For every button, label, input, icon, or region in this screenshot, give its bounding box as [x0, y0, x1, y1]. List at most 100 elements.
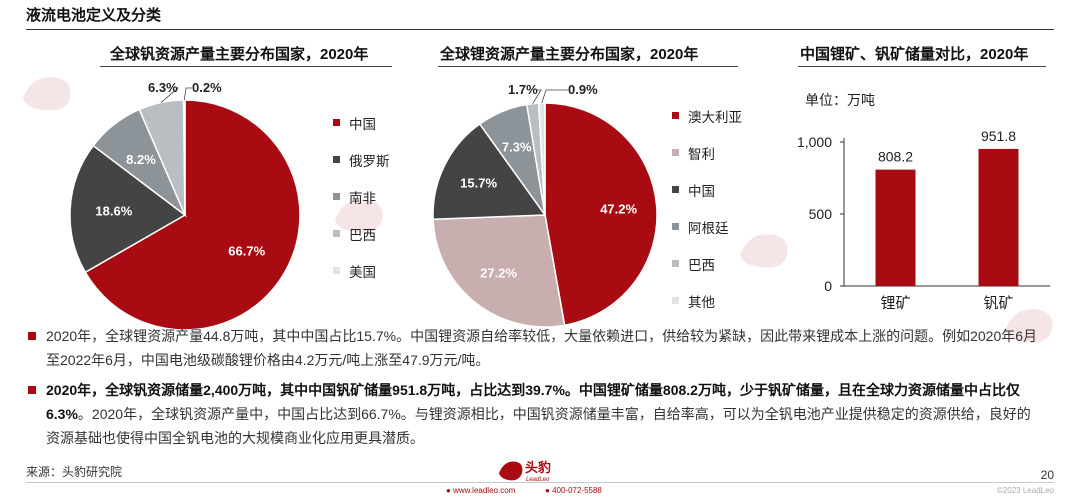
legend-label: 中国	[688, 183, 715, 199]
bar-锂矿	[875, 169, 916, 286]
footer-phone: ● 400-072-5588	[545, 486, 602, 495]
y-tick-label: 1,000	[797, 134, 832, 150]
reserves-bar-title: 中国锂矿、钒矿储量对比，2020年	[800, 46, 1029, 63]
legend-label: 澳大利亚	[688, 109, 742, 125]
category-label: 锂矿	[880, 295, 910, 312]
legend-item-3: 巴西	[333, 215, 390, 252]
slice-label-4: 0.2%	[192, 80, 222, 95]
footer-copyright: ©2023 LeadLeo	[996, 486, 1054, 495]
watermark-logo	[740, 234, 788, 268]
category-label: 钒矿	[983, 295, 1013, 312]
logo-subtext: LeadLeo	[526, 477, 550, 483]
slice-label-3: 6.3%	[148, 80, 178, 95]
footer-website[interactable]: ● www.leadleo.com	[446, 486, 515, 495]
slice-label-0: 66.7%	[228, 244, 265, 259]
watermark-logo	[1005, 309, 1053, 343]
reserves-bar-chart: 0 500 1,000 808.2 锂矿 951.8 钒矿	[797, 128, 1050, 312]
leader-line-3	[160, 87, 180, 103]
page-number: 20	[1040, 468, 1054, 482]
footer-website-text: www.leadleo.com	[453, 486, 516, 495]
bullet-square-icon	[28, 332, 36, 340]
slice-label-5: 0.9%	[568, 82, 598, 97]
legend-label: 阿根廷	[688, 220, 729, 236]
bullet-square-icon	[28, 386, 36, 394]
pie-slice-4	[182, 99, 186, 216]
bar-value-label: 808.2	[878, 149, 913, 165]
legend-label: 中国	[349, 116, 376, 132]
legend-swatch	[672, 149, 679, 156]
vanadium-pie-chart: 66.7% 18.6% 8.2% 6.3% 0.2%	[69, 80, 301, 331]
bar-value-label: 951.8	[981, 128, 1016, 144]
bullet-text-segment: 2020年，全球钒资源储量2,400万吨，其中中国钒矿储量951.8万吨，占比达…	[46, 382, 1020, 422]
legend-item-2: 南非	[333, 178, 390, 215]
legend-label: 其他	[688, 294, 715, 310]
bullet-paragraph-0: 2020年，全球锂资源产量44.8万吨，其中中国占比15.7%。中国锂资源自给率…	[26, 324, 1040, 372]
legend-swatch	[333, 193, 340, 200]
vanadium-pie-title-rule	[100, 66, 392, 67]
legend-item-2: 中国	[672, 171, 742, 208]
legend-label: 俄罗斯	[349, 153, 390, 169]
source-note: 来源：头豹研究院	[26, 465, 123, 479]
slice-label-1: 27.2%	[480, 266, 517, 281]
legend-swatch	[672, 112, 679, 119]
slice-label-1: 18.6%	[95, 204, 132, 219]
slice-label-2: 15.7%	[460, 175, 497, 190]
legend-item-4: 巴西	[672, 245, 742, 282]
legend-swatch	[672, 223, 679, 230]
logo-text: 头豹	[525, 460, 551, 475]
phone-icon: ●	[545, 486, 553, 495]
pie-slice-2	[432, 122, 547, 220]
slice-label-0: 47.2%	[600, 202, 637, 217]
legend-swatch	[333, 119, 340, 126]
reserves-bar-title-rule	[798, 66, 1046, 67]
watermark-logo	[335, 199, 383, 233]
vanadium-pie-title: 全球钒资源产量主要分布国家，2020年	[110, 46, 369, 63]
slice-label-4: 1.7%	[508, 82, 538, 97]
pie-slice-1	[69, 144, 187, 274]
lithium-pie-legend: 澳大利亚智利中国阿根廷巴西其他	[672, 97, 742, 319]
lithium-pie-title-rule	[438, 66, 738, 67]
legend-swatch	[672, 297, 679, 304]
legend-item-5: 其他	[672, 282, 742, 319]
footer-phone-text: 400-072-5588	[552, 486, 602, 495]
leadleo-logo: 头豹 LeadLeo	[499, 460, 551, 483]
legend-item-0: 中国	[333, 104, 390, 141]
lithium-pie-chart: 47.2% 27.2% 15.7% 7.3% 1.7% 0.9%	[432, 82, 658, 328]
y-tick-label: 0	[824, 278, 832, 294]
pie-slice-1	[432, 214, 566, 328]
leader-line-4	[183, 87, 192, 101]
pie-slice-0	[544, 102, 658, 327]
bar-钒矿	[978, 148, 1019, 286]
unit-label: 单位：万吨	[805, 92, 875, 108]
legend-item-3: 阿根廷	[672, 208, 742, 245]
legend-label: 南非	[349, 190, 376, 206]
page-title: 液流电池定义及分类	[26, 7, 162, 24]
legend-label: 智利	[688, 146, 715, 162]
legend-item-0: 澳大利亚	[672, 97, 742, 134]
vanadium-pie-legend: 中国俄罗斯南非巴西美国	[333, 104, 390, 289]
lithium-pie-title: 全球锂资源产量主要分布国家，2020年	[440, 46, 699, 63]
pie-slice-0	[84, 99, 301, 331]
title-divider	[26, 29, 1054, 30]
slice-label-3: 7.3%	[502, 140, 532, 155]
leader-line-5	[541, 89, 568, 104]
slice-label-2: 8.2%	[126, 152, 156, 167]
legend-swatch	[333, 156, 340, 163]
legend-item-1: 智利	[672, 134, 742, 171]
legend-item-4: 美国	[333, 252, 390, 289]
legend-swatch	[672, 260, 679, 267]
legend-label: 巴西	[688, 257, 715, 273]
legend-item-1: 俄罗斯	[333, 141, 390, 178]
bullet-paragraph-1: 2020年，全球钒资源储量2,400万吨，其中中国钒矿储量951.8万吨，占比达…	[26, 378, 1040, 450]
globe-icon: ●	[446, 486, 454, 495]
watermark-logo	[23, 77, 71, 111]
bullet-text-segment: 2020年，全球锂资源产量44.8万吨，其中中国占比15.7%。中国锂资源自给率…	[46, 328, 1038, 368]
leader-line-4	[532, 89, 542, 104]
legend-label: 巴西	[349, 227, 376, 243]
footer-divider	[26, 482, 1054, 483]
legend-swatch	[672, 186, 679, 193]
bullet-list: 2020年，全球锂资源产量44.8万吨，其中中国占比15.7%。中国锂资源自给率…	[26, 324, 1040, 456]
legend-swatch	[333, 230, 340, 237]
legend-swatch	[333, 267, 340, 274]
bullet-text-segment: 。2020年，全球钒资源产量中，中国占比达到66.7%。与锂资源相比，中国钒资源…	[46, 406, 1031, 446]
